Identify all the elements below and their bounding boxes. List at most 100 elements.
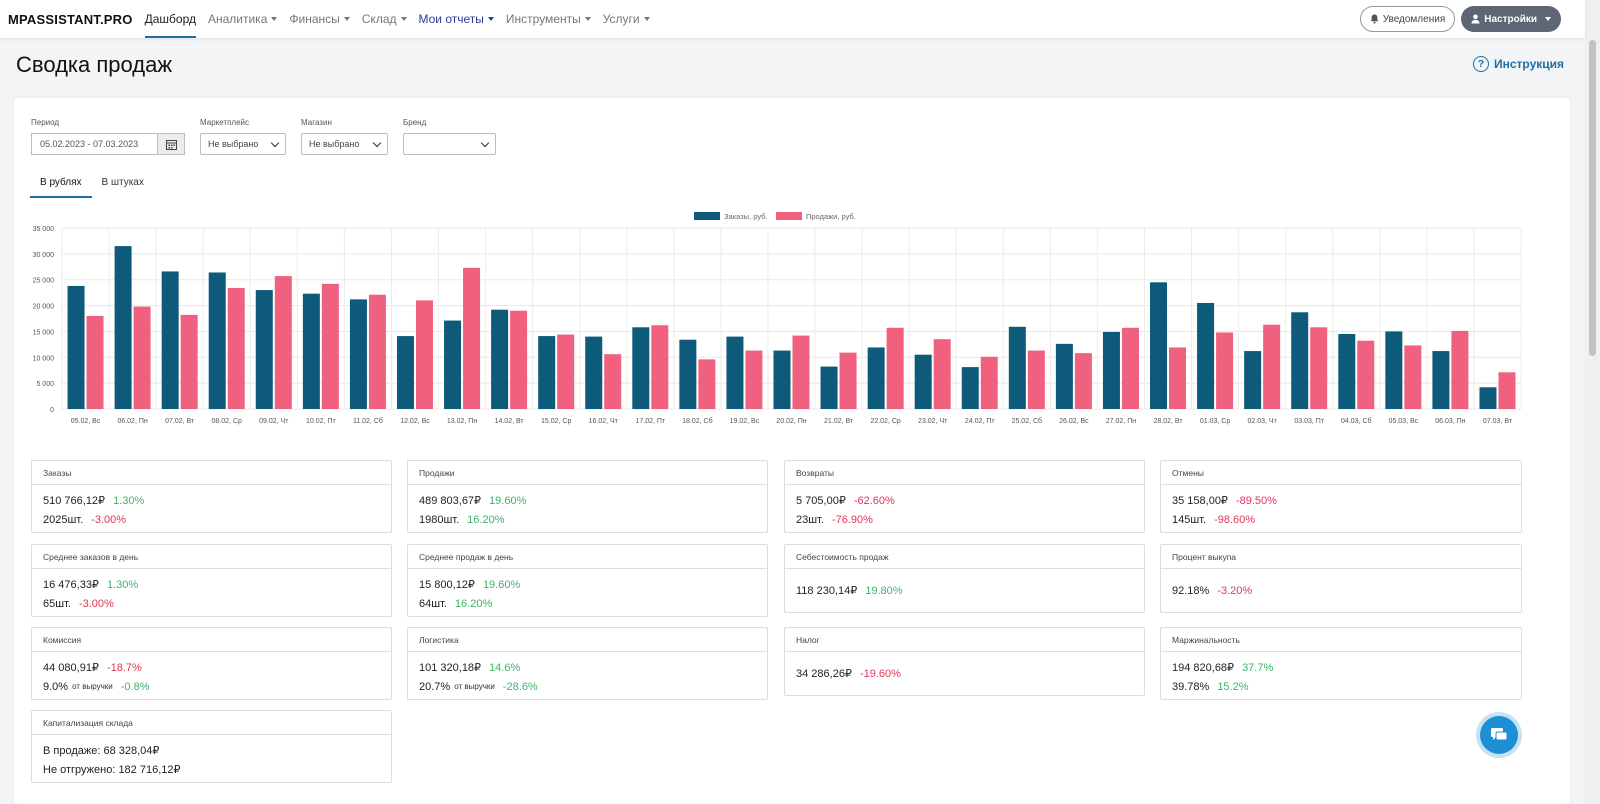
period-label: Период <box>31 118 60 127</box>
stat-delta: 19.80% <box>865 584 903 597</box>
x-tick-label: 07.03, Вт <box>1483 418 1513 425</box>
x-tick-label: 26.02, Вс <box>1059 418 1089 425</box>
bar-sales <box>1121 327 1139 409</box>
stat-value: 44 080,91₽ <box>43 662 99 674</box>
period-date-input[interactable]: 05.02.2023 - 07.03.2023 <box>31 133 185 155</box>
bar-orders <box>632 327 650 409</box>
stat-value: 118 230,14₽ <box>796 585 858 597</box>
bar-sales <box>1027 350 1045 409</box>
settings-button[interactable]: Настройки <box>1461 6 1561 32</box>
nav-analytics[interactable]: Аналитика <box>208 0 278 38</box>
caret-down-icon <box>400 17 407 21</box>
bar-orders <box>1338 334 1356 409</box>
notifications-button[interactable]: Уведомления <box>1359 6 1456 32</box>
x-tick-label: 08.02, Ср <box>212 418 242 425</box>
stat-delta: -3.20% <box>1217 584 1253 597</box>
chart-bars <box>67 246 1516 409</box>
stat-value: 23шт. <box>796 513 824 526</box>
stat-delta: 19.60% <box>489 494 527 507</box>
calendar-button[interactable] <box>157 133 185 155</box>
bar-sales <box>1216 332 1234 409</box>
stat-delta: -19.60% <box>859 667 901 680</box>
bar-sales <box>1498 372 1516 409</box>
stat-logistics-title: Логистика <box>408 628 767 652</box>
period-date-field[interactable]: 05.02.2023 - 07.03.2023 <box>31 133 157 155</box>
bar-orders <box>585 336 603 409</box>
store-select[interactable]: Не выбрано <box>301 133 388 155</box>
brand-filter: Бренд <box>403 118 496 155</box>
legend-swatch <box>776 212 802 220</box>
caret-down-icon <box>1545 17 1551 21</box>
stat-value: 64шт. <box>419 597 447 610</box>
scrollbar-thumb[interactable] <box>1589 40 1596 356</box>
brand-label: Бренд <box>403 118 427 127</box>
y-tick-label: 5 000 <box>36 381 54 388</box>
x-tick-label: 01.03, Ср <box>1200 418 1230 425</box>
nav-tools[interactable]: Инструменты <box>506 0 591 38</box>
stat-suffix: от выручки <box>454 682 495 691</box>
marketplace-select[interactable]: Не выбрано <box>200 133 286 155</box>
x-tick-label: 14.02, Вт <box>495 418 525 425</box>
nav-warehouse[interactable]: Склад <box>362 0 407 38</box>
help-link[interactable]: ? Инструкция <box>1472 56 1564 72</box>
y-tick-label: 10 000 <box>33 355 55 362</box>
bar-sales <box>604 354 622 409</box>
stat-value: В продаже: 68 328,04₽ <box>43 745 160 757</box>
y-tick-label: 35 000 <box>33 226 55 233</box>
stat-delta: -89.50% <box>1235 494 1277 507</box>
bar-orders <box>1008 326 1026 409</box>
stat-value: 101 320,18₽ <box>419 662 482 674</box>
stat-avg-orders: Среднее заказов в день 16 476,33₽ 1.30% 6… <box>31 544 392 617</box>
stat-tax: Налог 34 286,26₽ -19.60% <box>784 627 1145 696</box>
nav-finance[interactable]: Финансы <box>289 0 350 38</box>
chart-y-ticks: 0 5 000 10 000 15 000 20 000 25 000 30 000 35 0… <box>33 226 55 414</box>
bar-sales <box>651 325 669 409</box>
x-tick-label: 22.02, Ср <box>870 418 900 425</box>
chat-button[interactable] <box>1480 716 1518 754</box>
bar-sales <box>1404 345 1422 409</box>
stat-value: 34 286,26₽ <box>796 668 852 680</box>
x-tick-label: 23.02, Чт <box>918 418 948 425</box>
tab-pcs[interactable]: В штуках <box>101 177 144 188</box>
stat-buyout: Процент выкупа 92.18% -3.20% <box>1160 544 1522 613</box>
legend-swatch <box>694 212 720 220</box>
stat-delta: 1.30% <box>113 494 145 507</box>
stat-cost: Себестоимость продаж 118 230,14₽ 19.80% <box>784 544 1145 613</box>
nav-services[interactable]: Услуги <box>603 0 650 38</box>
bar-sales <box>321 283 339 409</box>
tab-rub[interactable]: В рублях <box>30 174 92 198</box>
nav-my-reports[interactable]: Мои отчеты <box>419 0 494 38</box>
legend-label: Продажи, руб. <box>806 212 856 221</box>
stat-value: 2025шт. <box>43 513 84 526</box>
bar-orders <box>867 347 885 409</box>
nav-right-actions: Уведомления Настройки <box>1359 6 1561 32</box>
stat-commission-title: Комиссия <box>32 628 391 652</box>
stat-suffix: от выручки <box>72 682 113 691</box>
bar-sales <box>792 335 810 409</box>
nav-dashboard[interactable]: Дашборд <box>144 0 197 38</box>
bar-orders <box>491 309 509 409</box>
stat-buyout-title: Процент выкупа <box>1161 545 1521 569</box>
nav-tools-label: Инструменты <box>505 12 581 26</box>
settings-label: Настройки <box>1484 13 1537 25</box>
notifications-label: Уведомления <box>1382 13 1446 25</box>
bar-orders <box>773 350 791 409</box>
legend-label: Заказы, руб. <box>724 212 768 221</box>
bar-orders <box>538 336 556 409</box>
bar-sales <box>933 339 951 409</box>
bar-orders <box>1150 282 1168 409</box>
stat-value: 35 158,00₽ <box>1172 495 1228 507</box>
brand-select[interactable] <box>403 133 496 155</box>
brand-logo[interactable]: MPASSISTANT.PRO <box>8 11 133 27</box>
nav-services-label: Услуги <box>602 12 640 26</box>
page-scrollbar[interactable] <box>1585 0 1600 804</box>
stat-value: 510 766,12₽ <box>43 495 106 507</box>
bar-sales <box>698 359 716 409</box>
stat-value: 15 800,12₽ <box>419 579 475 591</box>
x-tick-label: 17.02, Пт <box>635 418 665 425</box>
question-icon: ? <box>1472 56 1489 72</box>
bar-sales <box>1263 324 1281 409</box>
stat-delta: -0.8% <box>120 680 150 693</box>
stat-delta: 1.30% <box>106 578 139 591</box>
chat-icon <box>1491 728 1508 741</box>
